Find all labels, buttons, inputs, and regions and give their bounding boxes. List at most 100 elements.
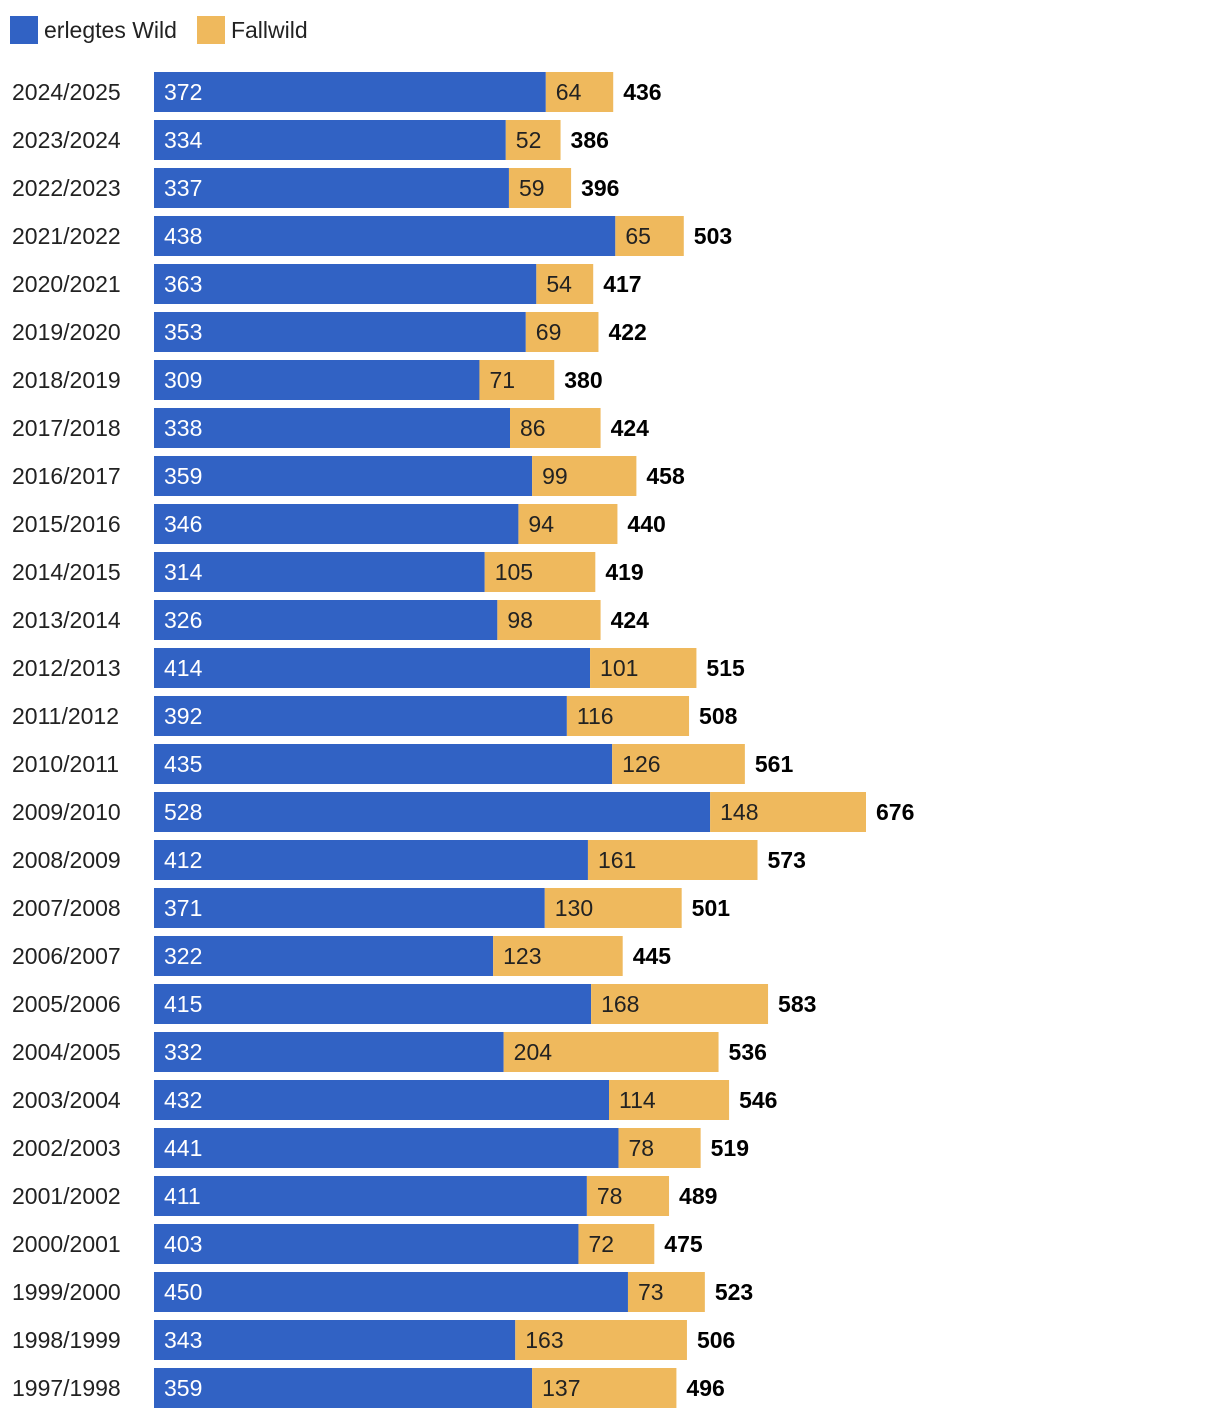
category-label: 2017/2018	[12, 415, 121, 441]
bar-erlegt	[154, 264, 537, 304]
legend-label-erlegt: erlegtes Wild	[44, 16, 177, 43]
data-label-erlegt: 371	[164, 895, 202, 921]
data-label-fallwild: 101	[600, 655, 638, 681]
data-label-erlegt: 450	[164, 1279, 202, 1305]
category-label: 2015/2016	[12, 511, 121, 537]
bar-fallwild	[627, 1272, 705, 1312]
data-label-fallwild: 168	[601, 991, 639, 1017]
category-label: 2001/2002	[12, 1183, 121, 1209]
data-label-total: 489	[679, 1183, 717, 1209]
category-label: 1999/2000	[12, 1279, 121, 1305]
bar-fallwild	[587, 840, 758, 880]
data-label-total: 445	[633, 943, 672, 969]
data-label-erlegt: 414	[164, 655, 203, 681]
data-label-fallwild: 130	[555, 895, 593, 921]
bar-erlegt	[154, 456, 533, 496]
data-label-erlegt: 346	[164, 511, 202, 537]
category-label: 2006/2007	[12, 943, 121, 969]
bar-erlegt	[154, 1272, 628, 1312]
data-label-total: 436	[623, 79, 661, 105]
bar-fallwild	[505, 120, 561, 160]
bar-erlegt	[154, 1320, 516, 1360]
data-label-fallwild: 73	[638, 1279, 664, 1305]
data-label-total: 419	[605, 559, 643, 585]
data-label-total: 458	[646, 463, 685, 489]
bar-erlegt	[154, 984, 592, 1024]
bar-fallwild	[590, 648, 697, 688]
category-label: 2016/2017	[12, 463, 121, 489]
category-label: 2019/2020	[12, 319, 121, 345]
bar-erlegt	[154, 744, 613, 784]
data-label-erlegt: 337	[164, 175, 202, 201]
bar-erlegt	[154, 168, 509, 208]
category-label: 2023/2024	[12, 127, 121, 153]
data-label-fallwild: 114	[619, 1087, 656, 1113]
data-label-total: 561	[755, 751, 794, 777]
legend-label-fallwild: Fallwild	[230, 16, 308, 43]
data-label-total: 546	[739, 1087, 777, 1113]
data-label-fallwild: 148	[720, 799, 758, 825]
data-label-total: 573	[768, 847, 806, 873]
data-label-total: 506	[697, 1327, 735, 1353]
data-label-erlegt: 353	[164, 319, 202, 345]
data-label-total: 508	[699, 703, 738, 729]
data-label-erlegt: 343	[164, 1327, 202, 1353]
bar-erlegt	[154, 72, 546, 112]
data-label-erlegt: 403	[164, 1231, 202, 1257]
category-label: 2008/2009	[12, 847, 121, 873]
category-label: 2009/2010	[12, 799, 121, 825]
bar-erlegt	[154, 792, 711, 832]
data-label-erlegt: 412	[164, 847, 202, 873]
bar-erlegt	[154, 1224, 579, 1264]
category-label: 2007/2008	[12, 895, 121, 921]
bar-erlegt	[154, 1128, 619, 1168]
data-label-fallwild: 59	[519, 175, 545, 201]
bar-fallwild	[525, 312, 599, 352]
category-label: 2020/2021	[12, 271, 121, 297]
bar-fallwild	[479, 360, 555, 400]
bar-fallwild	[618, 1128, 701, 1168]
category-label: 2012/2013	[12, 655, 121, 681]
data-label-fallwild: 116	[577, 703, 614, 729]
data-label-total: 503	[694, 223, 732, 249]
bar-erlegt	[154, 648, 591, 688]
data-label-erlegt: 372	[164, 79, 202, 105]
category-label: 2021/2022	[12, 223, 121, 249]
data-label-fallwild: 98	[507, 607, 533, 633]
data-label-fallwild: 105	[495, 559, 533, 585]
data-label-total: 380	[564, 367, 602, 393]
bar-erlegt	[154, 936, 494, 976]
data-label-erlegt: 441	[164, 1135, 202, 1161]
category-label: 2022/2023	[12, 175, 121, 201]
legend-swatch-erlegt	[10, 16, 38, 44]
bar-erlegt	[154, 1080, 610, 1120]
data-label-fallwild: 94	[528, 511, 554, 537]
bar-erlegt	[154, 1032, 504, 1072]
data-label-erlegt: 435	[164, 751, 202, 777]
category-label: 1998/1999	[12, 1327, 121, 1353]
data-label-fallwild: 204	[514, 1039, 553, 1065]
bar-fallwild	[710, 792, 866, 832]
category-label: 2018/2019	[12, 367, 121, 393]
category-label: 2000/2001	[12, 1231, 121, 1257]
data-label-erlegt: 359	[164, 463, 202, 489]
data-label-erlegt: 359	[164, 1375, 202, 1401]
data-label-erlegt: 438	[164, 223, 202, 249]
category-label: 1997/1998	[12, 1375, 121, 1401]
category-label: 2014/2015	[12, 559, 121, 585]
bar-erlegt	[154, 1176, 587, 1216]
data-label-fallwild: 54	[546, 271, 572, 297]
data-label-total: 424	[611, 607, 650, 633]
data-label-fallwild: 137	[542, 1375, 580, 1401]
bar-fallwild	[545, 72, 614, 112]
bar-fallwild	[532, 1368, 677, 1408]
bar-fallwild	[615, 216, 684, 256]
bar-fallwild	[536, 264, 594, 304]
data-label-fallwild: 78	[628, 1135, 654, 1161]
bar-fallwild	[503, 1032, 719, 1072]
bar-fallwild	[518, 504, 618, 544]
bar-erlegt	[154, 216, 616, 256]
data-label-fallwild: 72	[588, 1231, 614, 1257]
